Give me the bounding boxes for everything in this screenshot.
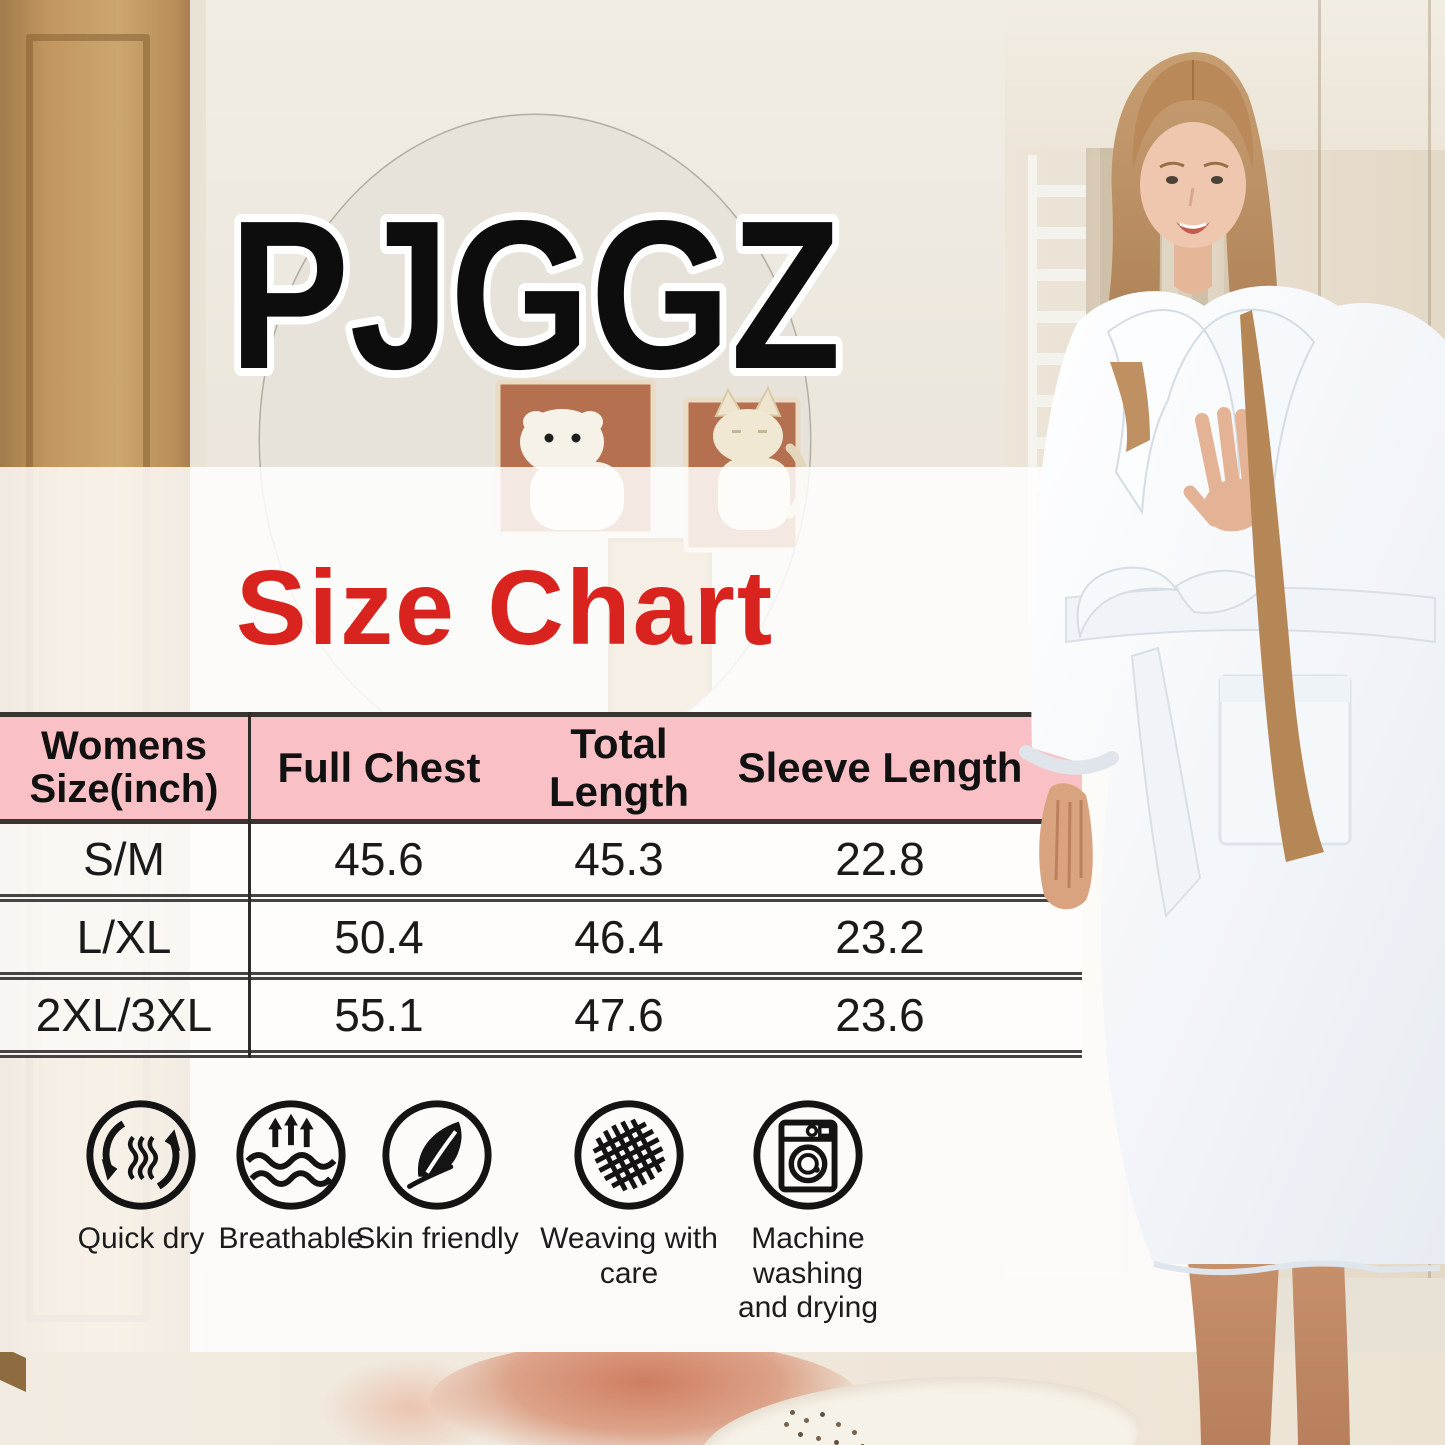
table-row: L/XL 50.4 46.4 23.2 [0,902,1082,972]
chest-cell: 50.4 [334,911,424,963]
table-header-row: Womens Size(inch) Full Chest Total Lengt… [0,712,1082,824]
column-header-total-length: Total Length [549,720,689,815]
model-leg [1292,1262,1350,1445]
sleeve-cell: 23.2 [835,911,925,963]
feature-breathable: Breathable [176,1096,406,1257]
sleeve-cell: 23.6 [835,989,925,1041]
model-photo [1019,52,1445,1445]
quick-dry-icon [86,1100,196,1210]
column-header-full-chest: Full Chest [277,744,481,791]
feature-label: Quick dry [77,1222,205,1255]
model-hand [1039,783,1093,910]
column-header-size: Womens Size(inch) [29,723,219,811]
brand-logo: PJGGZ [221,196,849,421]
size-cell: 2XL/3XL [35,989,213,1041]
feature-label: Machine washing and drying [737,1222,879,1324]
breathable-icon [236,1100,346,1210]
length-cell: 47.6 [574,989,664,1041]
length-cell: 45.3 [574,833,664,885]
column-header-sleeve-length: Sleeve Length [737,744,1023,791]
size-chart-table: Womens Size(inch) Full Chest Total Lengt… [0,712,1082,1058]
feature-label: Breathable [218,1222,364,1255]
weaving-icon [574,1100,684,1210]
table-row: 2XL/3XL 55.1 47.6 23.6 [0,980,1082,1050]
belt-tail [1130,646,1202,919]
sleeve-cell: 22.8 [835,833,925,885]
feature-quick-dry: Quick dry [26,1096,256,1257]
model-leg [1188,1262,1279,1445]
chest-cell: 45.6 [334,833,424,885]
feature-label: Weaving with care [540,1222,718,1290]
size-cell: S/M [83,833,165,885]
machine-wash-icon [753,1100,863,1210]
feature-label: Skin friendly [355,1222,519,1255]
brand-logo-text: PJGGZ [229,196,841,413]
model-face [1140,122,1246,248]
feature-skin-friendly: Skin friendly [322,1096,552,1257]
length-cell: 46.4 [574,911,664,963]
feature-weaving: Weaving with care [514,1096,744,1291]
chest-cell: 55.1 [334,989,424,1041]
feature-machine-wash: Machine washing and drying [693,1096,923,1326]
size-cell: L/XL [76,911,172,963]
table-row: S/M 45.6 45.3 22.8 [0,824,1082,894]
feature-list: Quick dry Breathable [0,1096,1030,1324]
page-title: Size Chart [235,549,775,667]
skin-friendly-icon [382,1100,492,1210]
